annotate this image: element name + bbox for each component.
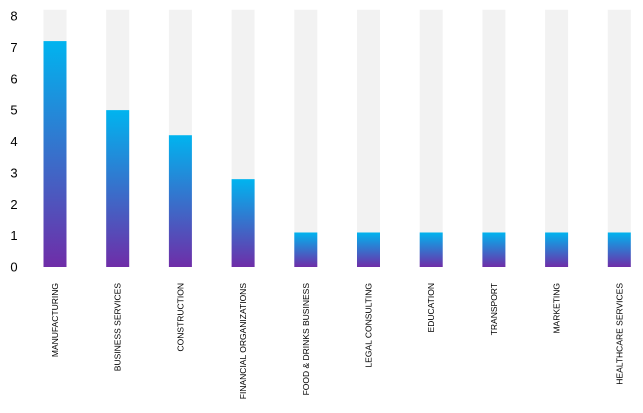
x-tick-label: FINANCIAL ORGANIZATIONS [238, 283, 248, 400]
x-tick-label: TRANSPORT [489, 283, 499, 335]
y-tick-label: 2 [10, 197, 17, 212]
background-bar [607, 9, 631, 267]
bar [482, 232, 506, 267]
y-axis-tick-labels: 0 1 2 3 4 5 6 7 8 [10, 9, 17, 275]
bar [545, 232, 569, 267]
background-bar [357, 9, 380, 267]
x-tick-label: MARKETING [552, 283, 562, 334]
x-tick-label: CONSTRUCTION [175, 283, 185, 351]
y-tick-label: 4 [10, 134, 17, 149]
bar [168, 135, 192, 267]
data-bars [43, 41, 631, 267]
bar [106, 110, 130, 267]
x-tick-label: BUSINESS SERVICES [113, 283, 123, 372]
y-tick-label: 1 [10, 228, 17, 243]
y-tick-label: 6 [10, 71, 17, 86]
background-bars [43, 9, 631, 267]
background-bar [419, 9, 443, 267]
background-bar [294, 9, 318, 267]
y-tick-label: 5 [10, 103, 17, 118]
y-tick-label: 7 [10, 40, 17, 55]
bar [607, 232, 631, 267]
x-tick-label: EDUCATION [426, 283, 436, 332]
bar [294, 232, 318, 267]
y-tick-label: 3 [10, 165, 17, 180]
y-tick-label: 0 [10, 260, 17, 275]
x-axis-category-labels: MANUFACTURING BUSINESS SERVICES CONSTRUCTI… [50, 283, 624, 400]
x-tick-label: HEALTHCARE SERVICES [614, 283, 624, 385]
bar [43, 41, 67, 267]
x-tick-label: LEGAL CONSULTING [364, 283, 374, 368]
background-bar [545, 9, 569, 267]
bar [419, 232, 443, 267]
background-bar [482, 9, 506, 267]
y-tick-label: 8 [10, 9, 17, 24]
bar [357, 232, 380, 267]
x-tick-label: MANUFACTURING [50, 283, 60, 357]
x-tick-label: FOOD & DRINKS BUSINESS [301, 283, 311, 396]
bar [231, 179, 255, 267]
